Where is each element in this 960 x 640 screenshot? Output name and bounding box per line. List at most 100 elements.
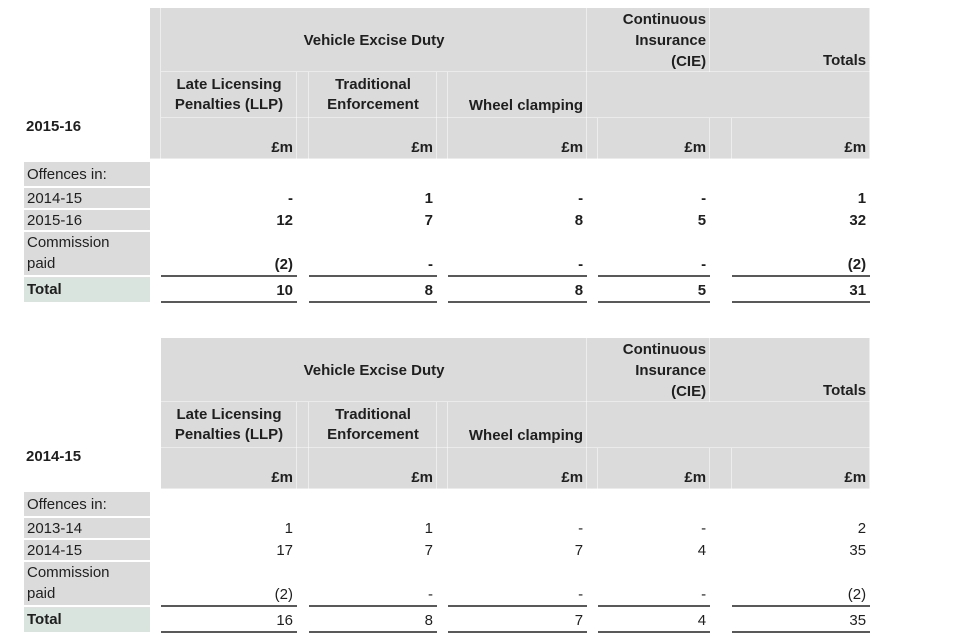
spacer-cell — [150, 187, 161, 209]
total-value-cell: 8 — [448, 276, 588, 303]
value-cell: - — [598, 561, 711, 607]
value-cell: 12 — [276, 212, 293, 229]
value-cell — [448, 492, 587, 517]
row-label-commission-paid: Commission paid — [24, 231, 150, 277]
spacer-cell — [297, 517, 309, 539]
total-value-cell: 31 — [732, 276, 871, 303]
spacer-cell — [150, 338, 161, 489]
total-value-cell: 8 — [309, 276, 437, 303]
spacer-cell — [587, 118, 599, 159]
spacer-cell — [710, 517, 732, 539]
column-header-late-licensing-penalties: Late Licensing Penalties (LLP) — [161, 72, 297, 118]
spacer-cell — [587, 517, 598, 539]
value-cell: (2) — [161, 231, 297, 277]
period-label: 2014-15 — [26, 448, 82, 465]
spacer-cell — [437, 517, 448, 539]
spacer-cell — [710, 448, 733, 489]
total-value-cell: 16 — [161, 606, 297, 633]
value-cell: - — [309, 231, 437, 277]
spacer-cell — [437, 118, 448, 159]
spacer-cell — [297, 118, 309, 159]
spacer-cell — [150, 231, 161, 276]
value-cell: - — [578, 520, 584, 537]
total-value-cell: 5 — [598, 276, 711, 303]
value-cell — [309, 492, 437, 517]
unit-label: £m — [598, 448, 711, 489]
row-label-year: 2013-14 — [24, 517, 150, 540]
spacer-cell — [587, 209, 598, 231]
column-header-wheel-clamping: Wheel clamping — [448, 402, 588, 448]
row-label-total: Total — [24, 276, 150, 302]
value-cell — [598, 492, 710, 517]
value-cell: 5 — [697, 212, 707, 229]
spacer-cell — [297, 539, 309, 561]
unit-label: £m — [448, 448, 588, 489]
spacer-cell — [437, 209, 448, 231]
value-cell: 2 — [857, 520, 867, 537]
value-cell: 35 — [849, 542, 867, 559]
spacer-cell — [297, 492, 309, 517]
spacer-cell — [150, 561, 161, 606]
column-header-wheel-clamping: Wheel clamping — [448, 72, 588, 118]
spacer-cell — [297, 162, 309, 187]
spacer-cell — [297, 448, 309, 489]
row-label-offences-in: Offences in: — [24, 492, 150, 518]
spacer-cell — [587, 276, 598, 302]
spacer-cell — [150, 517, 161, 539]
unit-label: £m — [309, 448, 437, 489]
row-label-commission-paid: Commission paid — [24, 561, 150, 607]
spacer-cell — [587, 162, 598, 187]
spacer-cell — [297, 276, 309, 302]
spacer-cell — [150, 209, 161, 231]
value-cell: 32 — [849, 212, 867, 229]
spacer-cell — [710, 539, 732, 561]
unit-label: £m — [598, 118, 711, 159]
penalties-table-2015-16: 2015-16 Vehicle Excise Duty Continuous I… — [24, 8, 871, 303]
spacer-cell — [437, 492, 448, 517]
value-cell: - — [448, 561, 588, 607]
unit-label: £m — [161, 118, 297, 159]
column-header-traditional-enforcement: Traditional Enforcement — [309, 72, 437, 118]
spacer-cell — [710, 118, 733, 159]
value-cell: - — [578, 190, 584, 207]
spacer-cell — [437, 276, 448, 302]
spacer-cell — [710, 606, 732, 632]
spacer-cell — [710, 162, 732, 187]
spacer-cell — [150, 276, 161, 302]
spacer-cell — [710, 231, 732, 276]
group-header-totals: Totals — [710, 8, 871, 72]
unit-label: £m — [732, 118, 871, 159]
spacer-cell — [587, 187, 598, 209]
row-label-offences-in: Offences in: — [24, 162, 150, 188]
spacer-cell — [297, 402, 309, 448]
total-value-cell: 4 — [598, 606, 711, 633]
group-header-continuous-insurance-cie: Continuous Insurance (CIE) — [587, 338, 711, 402]
value-cell: 17 — [276, 542, 293, 559]
spacer-cell — [710, 276, 732, 302]
spacer-cell — [587, 72, 871, 118]
total-value-cell: 8 — [309, 606, 437, 633]
spacer-cell — [150, 539, 161, 561]
spacer-cell — [297, 72, 309, 118]
spacer-cell — [587, 402, 871, 448]
spacer-cell — [710, 209, 732, 231]
spacer-cell — [710, 492, 732, 517]
total-value-cell: 7 — [448, 606, 588, 633]
value-cell — [161, 162, 297, 187]
spacer-cell — [587, 561, 598, 606]
total-value-cell: 35 — [732, 606, 871, 633]
spacer-cell — [297, 209, 309, 231]
unit-label: £m — [309, 118, 437, 159]
value-cell — [448, 162, 587, 187]
value-cell: - — [309, 561, 437, 607]
value-cell: 1 — [857, 190, 867, 207]
spacer-cell — [437, 402, 448, 448]
value-cell: - — [288, 190, 293, 207]
unit-label: £m — [732, 448, 871, 489]
value-cell: 7 — [424, 542, 433, 559]
row-label-year: 2014-15 — [24, 539, 150, 562]
value-cell: - — [701, 190, 707, 207]
value-cell: (2) — [161, 561, 297, 607]
group-header-vehicle-excise-duty: Vehicle Excise Duty — [161, 338, 588, 402]
